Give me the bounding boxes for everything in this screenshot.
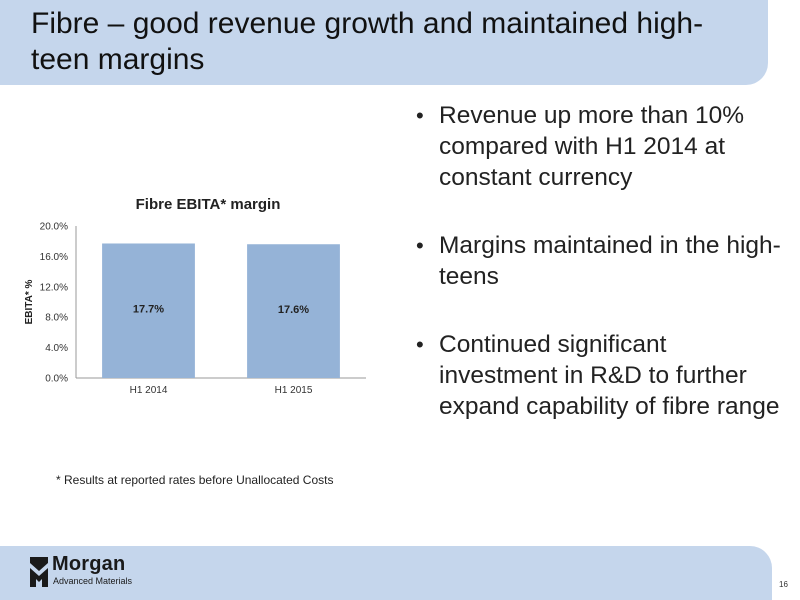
bullet-item: • Margins maintained in the high-teens [414, 230, 784, 292]
bullet-dot: • [416, 332, 424, 357]
footnote: * Results at reported rates before Unall… [56, 473, 334, 487]
y-axis-label: EBITA* % [24, 279, 35, 324]
morgan-logo: Morgan Advanced Materials [30, 553, 150, 593]
x-tick-label: H1 2014 [130, 385, 168, 396]
bullet-text: Revenue up more than 10% compared with H… [439, 102, 745, 191]
bullet-item: • Continued significant investment in R&… [414, 329, 784, 422]
chart-canvas: Fibre EBITA* margin 0.0% 4.0% 8.0% 12.0% 16.0… [24, 196, 366, 396]
bullet-item: • Revenue up more than 10% compared with… [414, 100, 784, 193]
chart-title: Fibre EBITA* margin [136, 196, 281, 213]
slide-title: Fibre – good revenue growth and maintain… [31, 7, 704, 76]
y-tick-label: 12.0% [40, 282, 68, 293]
y-tick-label: 8.0% [45, 313, 68, 324]
y-tick-label: 0.0% [45, 374, 68, 385]
footer-banner: Morgan Advanced Materials [0, 546, 772, 600]
ebita-margin-chart: Fibre EBITA* margin 0.0% 4.0% 8.0% 12.0% 16.0… [18, 186, 378, 411]
bullet-dot: • [416, 103, 424, 128]
page-number: 16 [779, 580, 788, 589]
bullet-text: Margins maintained in the high-teens [439, 232, 781, 290]
morgan-m-icon [30, 557, 48, 587]
bullet-list: • Revenue up more than 10% compared with… [414, 100, 784, 459]
logo-subtitle: Advanced Materials [53, 576, 133, 586]
bullet-text: Continued significant investment in R&D … [439, 331, 780, 420]
x-tick-label: H1 2015 [275, 385, 313, 396]
y-tick-label: 4.0% [45, 343, 68, 354]
bar [102, 243, 195, 378]
logo-name: Morgan [52, 553, 126, 575]
y-tick-label: 20.0% [40, 222, 68, 233]
bar [247, 244, 340, 378]
bar-data-label: 17.7% [133, 304, 164, 316]
title-banner: Fibre – good revenue growth and maintain… [0, 0, 768, 85]
bar-data-label: 17.6% [278, 304, 309, 316]
bullet-dot: • [416, 233, 424, 258]
y-tick-label: 16.0% [40, 252, 68, 263]
